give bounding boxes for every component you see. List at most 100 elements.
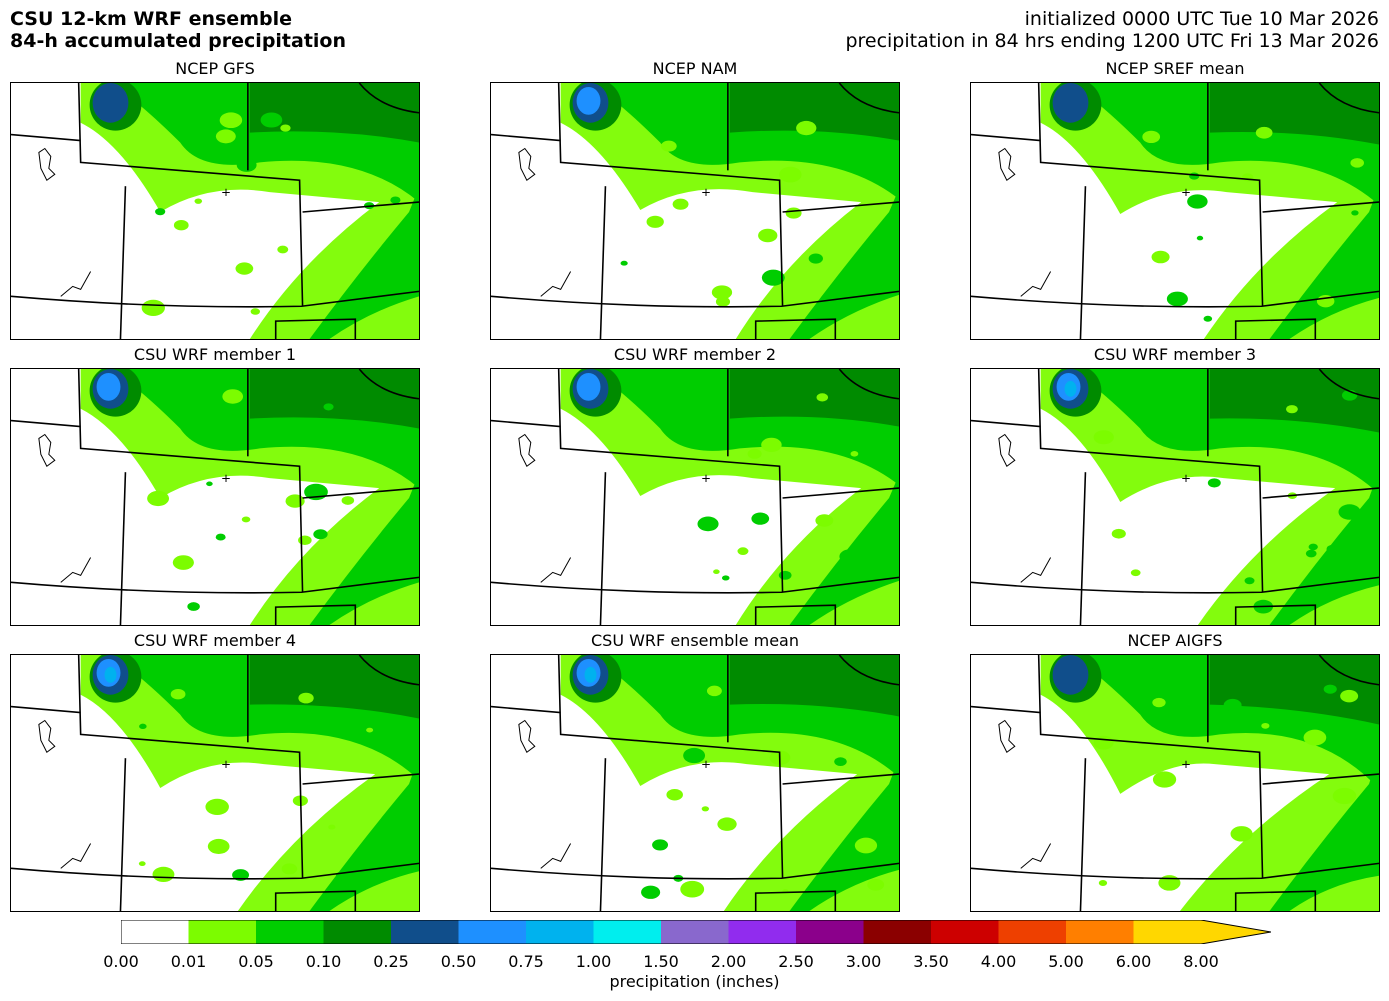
precip-band-east <box>789 188 899 339</box>
river-outline <box>1020 557 1052 583</box>
state-boundary <box>971 290 1379 308</box>
panel-title: CSU WRF member 4 <box>133 631 297 650</box>
lake-outline <box>38 719 56 753</box>
precip-blob <box>260 112 283 128</box>
colorbar-segment <box>863 920 931 944</box>
precip-blob <box>717 817 737 831</box>
lake-outline <box>518 147 536 181</box>
colorbar-tick-label: 8.00 <box>1183 952 1219 971</box>
state-boundary <box>11 290 419 308</box>
precip-core-4 <box>1064 380 1077 397</box>
colorbar-tick-label: 0.00 <box>103 952 139 971</box>
precip-map-panel: + <box>490 654 900 912</box>
state-boundary <box>1234 318 1317 339</box>
precip-blob <box>761 269 785 286</box>
lake-outline <box>998 147 1016 181</box>
state-boundary <box>782 487 899 499</box>
precip-blob <box>155 208 166 216</box>
precip-blob <box>298 535 312 546</box>
panel-title: CSU WRF member 1 <box>133 345 297 364</box>
state-boundary <box>491 576 899 594</box>
river-outline <box>1020 271 1052 297</box>
precip-blob <box>1338 504 1361 520</box>
precip-blob <box>1340 689 1359 703</box>
state-boundary <box>754 604 837 625</box>
precip-blob <box>170 689 186 700</box>
precip-blob <box>808 253 823 264</box>
precip-blob <box>1332 787 1357 805</box>
precip-map-panel: + <box>10 654 420 912</box>
precip-blob <box>206 713 225 726</box>
precip-blob <box>366 727 374 733</box>
precip-blob <box>785 207 802 219</box>
precip-blob <box>1152 697 1166 708</box>
precip-blob <box>215 533 226 541</box>
precip-band-east <box>1269 470 1379 625</box>
colorbar-tick-label: 2.00 <box>710 952 747 971</box>
precip-blob <box>1255 126 1273 139</box>
precip-blob <box>721 575 730 581</box>
precip-blob <box>1244 577 1255 585</box>
state-boundary <box>491 133 561 142</box>
state-boundary <box>77 83 304 307</box>
state-boundary <box>1262 773 1379 785</box>
precip-band-east <box>789 757 899 911</box>
precip-blob <box>1351 210 1359 216</box>
colorbar-tick-label: 5.00 <box>1048 952 1084 971</box>
state-boundary <box>77 369 304 593</box>
city-marker: + <box>1181 471 1191 485</box>
precip-blob <box>646 215 664 228</box>
state-boundary <box>1037 655 1264 879</box>
state-boundary <box>754 318 837 339</box>
state-boundary <box>358 655 419 686</box>
precip-blob <box>219 112 243 129</box>
city-marker: + <box>221 185 231 199</box>
precip-blob <box>778 570 792 580</box>
precip-area-dark <box>729 83 899 141</box>
precip-blob <box>796 120 817 136</box>
river-outline <box>540 271 572 297</box>
colorbar-segment <box>998 920 1066 944</box>
precip-map-panel: + <box>970 82 1380 340</box>
precip-blob <box>1158 875 1181 891</box>
precip-blob <box>683 747 706 764</box>
precip-blob <box>285 494 305 508</box>
colorbar-segment <box>1066 920 1134 944</box>
lake-outline <box>518 719 536 753</box>
precip-blob <box>1152 771 1177 788</box>
precip-blob <box>652 839 669 851</box>
state-boundary <box>274 604 357 625</box>
state-boundary <box>358 369 419 400</box>
panel-title: CSU WRF ensemble mean <box>590 631 799 650</box>
colorbar-tick-label: 4.00 <box>980 952 1017 971</box>
state-boundary <box>11 576 419 594</box>
city-marker: + <box>701 471 711 485</box>
precip-blob <box>1130 569 1141 577</box>
state-boundary <box>1318 83 1379 114</box>
city-marker: + <box>701 185 711 199</box>
precip-blob <box>697 516 719 532</box>
state-boundary <box>557 655 784 879</box>
state-boundary <box>1079 758 1087 911</box>
precip-blob <box>730 142 748 155</box>
lake-outline <box>38 433 56 467</box>
precip-band-east <box>309 187 419 339</box>
river-outline <box>540 843 572 869</box>
precip-blob <box>138 861 146 867</box>
precip-blob <box>672 198 689 210</box>
state-boundary <box>1318 655 1379 686</box>
state-boundary <box>1234 604 1317 625</box>
precip-blob <box>1308 543 1318 551</box>
precip-core-2 <box>1052 83 1089 123</box>
river-outline <box>1020 843 1052 869</box>
precip-blob <box>680 880 705 898</box>
state-boundary <box>1079 472 1087 625</box>
precip-blob <box>711 285 733 300</box>
state-boundary <box>838 369 899 400</box>
state-boundary <box>971 133 1041 142</box>
precip-core-3 <box>576 372 601 401</box>
precip-blob <box>1093 735 1114 750</box>
precip-blob <box>1142 130 1161 144</box>
precip-blob <box>758 228 778 243</box>
colorbar-segment <box>188 920 256 944</box>
